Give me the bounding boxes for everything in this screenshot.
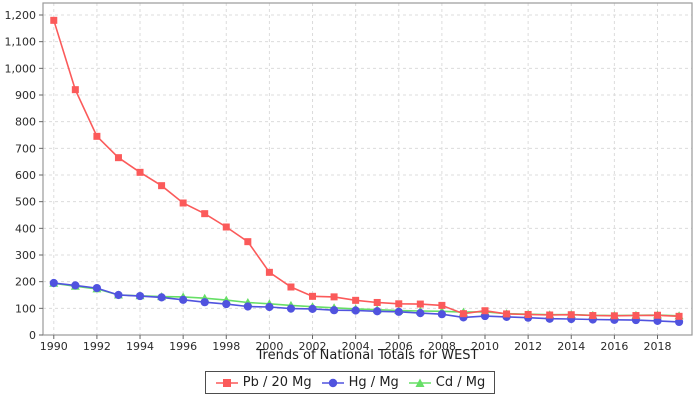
x-tick-label: 2006 [385,340,413,353]
series-cd [49,278,684,320]
series-line [53,20,680,318]
y-tick-label: 900 [15,89,36,102]
y-tick-label: 100 [15,302,36,315]
x-tick-label: 2000 [255,340,283,353]
x-axis-title: Trends of National Totals for WEST [256,348,479,363]
y-tick-label: 500 [15,196,36,209]
x-tick-label: 1996 [169,340,197,353]
x-tick-label: 1990 [40,340,68,353]
legend-item-cd: Cd / Mg [408,375,485,390]
pb-series-marker-icon [215,378,238,387]
series-hg [49,278,684,327]
plot-border [42,2,693,336]
legend-item-hg: Hg / Mg [321,375,399,390]
y-tick-label: 600 [15,169,36,182]
x-tick-label: 2010 [471,340,499,353]
x-tick-label: 2016 [600,340,628,353]
chart-legend: Pb / 20 Mg Hg / Mg Cd / Mg [204,371,496,394]
y-tick-label: 1,100 [5,36,37,49]
y-gridlines [43,14,692,309]
legend-row: Pb / 20 Mg Hg / Mg Cd / Mg [0,371,700,394]
y-tick-label: 800 [15,116,36,129]
hg-series-marker-icon [321,378,344,387]
x-gridlines [53,3,659,335]
cd-series-marker-icon [408,378,431,387]
y-tick-label: 400 [15,222,36,235]
x-tick-label: 2008 [428,340,456,353]
x-tick-label: 1994 [126,340,154,353]
axis-ticks-and-labels: 0 100 200 300 400 500 600 700 800 900 1,000 1,100 1,… [5,9,672,353]
x-tick-label: 2014 [557,340,585,353]
legend-item-pb: Pb / 20 Mg [215,375,312,390]
y-tick-label: 700 [15,142,36,155]
y-tick-label: 1,000 [5,62,37,75]
x-tick-label: 2018 [644,340,672,353]
x-tick-label: 1992 [83,340,111,353]
y-tick-label: 200 [15,276,36,289]
x-tick-label: 2012 [514,340,542,353]
y-tick-label: 300 [15,249,36,262]
legend-label-cd: Cd / Mg [435,375,486,390]
x-tick-label: 2002 [299,340,327,353]
legend-label-pb: Pb / 20 Mg [242,375,312,390]
series-pb [50,16,683,320]
y-tick-label: 0 [29,329,36,342]
x-tick-label: 2004 [342,340,370,353]
legend-label-hg: Hg / Mg [348,375,399,390]
x-tick-label: 1998 [212,340,240,353]
y-tick-label: 1,200 [5,9,37,22]
series-line [53,282,680,323]
